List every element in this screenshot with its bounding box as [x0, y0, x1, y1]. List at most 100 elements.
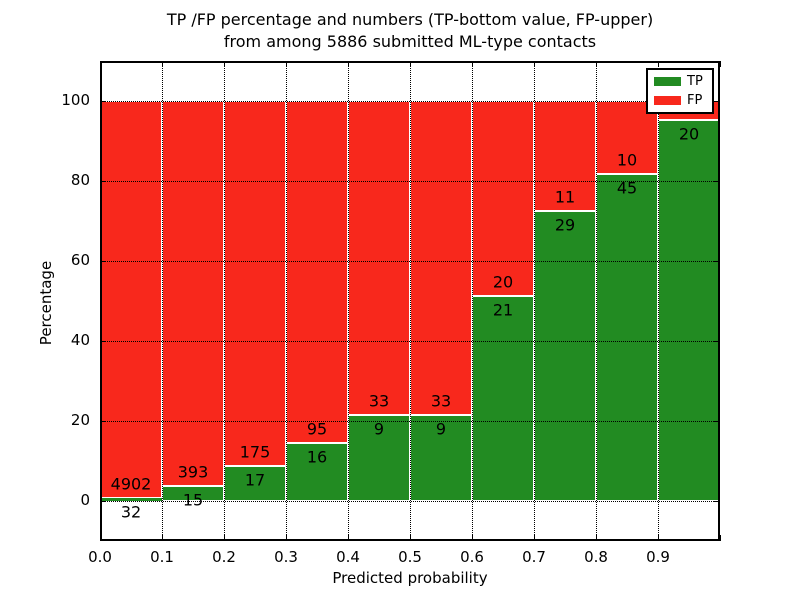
tick-mark	[714, 181, 720, 182]
tick-mark	[100, 61, 101, 67]
bar-segment-tp	[348, 415, 410, 501]
bar-label-fp: 393	[177, 462, 209, 482]
tick-mark	[714, 341, 720, 342]
gridline-v	[534, 61, 535, 541]
bar-segment-tp	[100, 498, 162, 501]
bar-segment-tp	[224, 465, 286, 501]
bar-label-fp: 95	[306, 419, 328, 439]
bar-segment-fp	[410, 101, 472, 416]
tick-mark	[348, 535, 349, 541]
gridline-v	[596, 61, 597, 541]
tick-mark	[162, 535, 163, 541]
bar-label-fp: 175	[239, 442, 271, 462]
y-tick-label: 80	[70, 171, 90, 189]
y-tick-label: 40	[70, 331, 90, 349]
bar-label-tp: 9	[435, 419, 447, 439]
legend-label-tp: TP	[687, 74, 703, 89]
bar-label-tp: 17	[244, 470, 266, 490]
tick-mark	[348, 61, 349, 67]
bar-segment-fp	[472, 101, 534, 297]
tick-mark	[100, 101, 106, 102]
x-tick-label: 0.6	[460, 548, 484, 566]
tick-mark	[286, 535, 287, 541]
gridline-v	[410, 61, 411, 541]
legend: TP FP	[646, 68, 714, 114]
y-tick-label: 20	[70, 411, 90, 429]
bar-label-fp: 33	[368, 391, 390, 411]
bar-segment-fp	[286, 101, 348, 444]
tick-mark	[100, 181, 106, 182]
bar-segment-tp	[472, 296, 534, 501]
gridline-v	[348, 61, 349, 541]
bar-segment-tp	[658, 120, 720, 501]
x-tick-label: 0.7	[522, 548, 546, 566]
bar-label-fp: 11	[554, 187, 576, 207]
bar-segment-tp	[410, 415, 472, 501]
gridline-v	[224, 61, 225, 541]
bar-segment-fp	[224, 101, 286, 466]
tick-mark	[714, 421, 720, 422]
gridline-v	[286, 61, 287, 541]
bar-segment-fp	[162, 101, 224, 487]
tick-mark	[100, 535, 101, 541]
bar-label-fp: 10	[616, 150, 638, 170]
bar-label-tp: 21	[492, 300, 514, 320]
tick-mark	[714, 501, 720, 502]
x-tick-label: 0.5	[398, 548, 422, 566]
bar-label-tp: 16	[306, 447, 328, 467]
tick-mark	[720, 61, 721, 67]
bar-label-tp: 15	[182, 490, 204, 510]
bar-segment-tp	[596, 173, 658, 501]
bar-label-tp: 20	[678, 124, 700, 144]
tick-mark	[534, 535, 535, 541]
legend-item-tp: TP	[654, 74, 712, 89]
x-tick-label: 0.4	[336, 548, 360, 566]
tick-mark	[100, 341, 106, 342]
x-tick-label: 0.9	[646, 548, 670, 566]
bar-label-tp: 45	[616, 178, 638, 198]
tick-mark	[410, 535, 411, 541]
y-tick-label: 0	[80, 491, 90, 509]
tick-mark	[720, 535, 721, 541]
bar-label-tp: 32	[120, 502, 142, 522]
tick-mark	[472, 61, 473, 67]
plot-area: 100 80 60 40 20 0 0.9 0.8 0.7 0.6 0.5 0.4 0.3 0.2 0.1 0…	[61, 61, 721, 566]
tick-mark	[100, 421, 106, 422]
gridline-v	[658, 61, 659, 541]
bar-segment-tp	[534, 211, 596, 501]
bar-label-tp: 9	[373, 419, 385, 439]
bar-segment-fp	[100, 101, 162, 499]
tick-mark	[224, 61, 225, 67]
tick-mark	[100, 261, 106, 262]
x-tick-label: 0.2	[212, 548, 236, 566]
tick-mark	[658, 535, 659, 541]
tick-mark	[714, 101, 720, 102]
tick-mark	[596, 535, 597, 541]
bar-label-fp: 4902	[110, 474, 152, 494]
x-axis-title: Predicted probability	[332, 569, 488, 587]
tick-mark	[286, 61, 287, 67]
tick-mark	[534, 61, 535, 67]
bar-segment-tp	[286, 443, 348, 501]
tick-mark	[224, 535, 225, 541]
legend-label-fp: FP	[687, 93, 703, 108]
legend-item-fp: FP	[654, 93, 712, 108]
gridline-v	[162, 61, 163, 541]
fp-swatch-icon	[654, 96, 681, 105]
gridline-v	[472, 61, 473, 541]
chart-title-line1: TP /FP percentage and numbers (TP-bottom…	[166, 10, 654, 29]
tick-mark	[596, 61, 597, 67]
bar-label-fp: 33	[430, 391, 452, 411]
y-tick-label: 100	[61, 91, 90, 109]
x-tick-label: 0.1	[150, 548, 174, 566]
chart-title-line2: from among 5886 submitted ML-type contac…	[223, 32, 597, 51]
y-tick-label: 60	[70, 251, 90, 269]
chart-title: TP /FP percentage and numbers (TP-bottom…	[100, 9, 720, 53]
tick-mark	[714, 261, 720, 262]
tick-mark	[100, 501, 106, 502]
bar-segment-fp	[348, 101, 410, 416]
bar-label-tp: 29	[554, 215, 576, 235]
x-tick-label: 0.0	[88, 548, 112, 566]
tick-mark	[162, 61, 163, 67]
